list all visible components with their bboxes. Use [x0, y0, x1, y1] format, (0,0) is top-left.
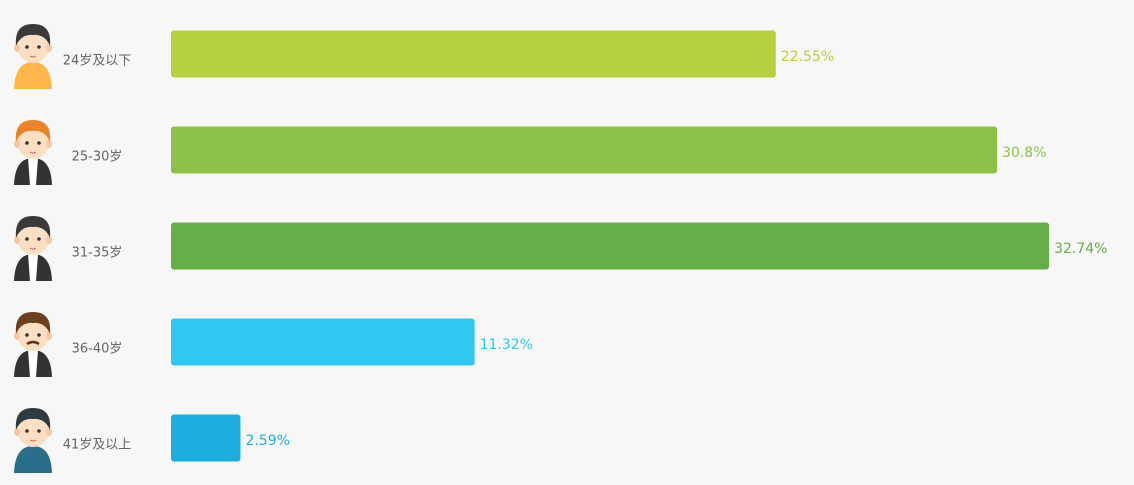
avatar-face: [17, 125, 49, 159]
avatar-eye: [37, 237, 41, 241]
avatar-shirt: [28, 158, 38, 185]
category-label: 24岁及以下: [63, 54, 132, 69]
avatar-body: [14, 62, 52, 89]
avatar: [14, 408, 52, 473]
avatar-ear: [46, 140, 52, 148]
category-label: 31-35岁: [72, 246, 123, 261]
avatar-hair: [15, 24, 51, 46]
avatar-eye: [37, 141, 41, 145]
avatar-eye: [37, 333, 41, 337]
category-label: 41岁及以上: [63, 438, 132, 453]
avatar-ear: [14, 332, 20, 340]
avatar-mouth: [29, 55, 37, 58]
avatar-body: [14, 446, 52, 473]
avatar-hair: [15, 408, 51, 430]
value-label: 11.32%: [480, 337, 533, 353]
avatar-ear: [14, 236, 20, 244]
avatar-hair: [15, 312, 51, 334]
avatar-eye: [37, 429, 41, 433]
avatar-ear: [46, 428, 52, 436]
avatar: [14, 120, 52, 185]
avatar-ear: [46, 332, 52, 340]
value-label: 32.74%: [1054, 241, 1107, 257]
avatar-face: [17, 221, 49, 255]
avatar-mustache: [26, 340, 40, 346]
avatar-ear: [14, 140, 20, 148]
avatar-face: [17, 413, 49, 447]
avatar: [14, 24, 52, 89]
avatar-mouth: [29, 439, 37, 442]
value-label: 22.55%: [781, 49, 834, 65]
bar: [171, 126, 998, 174]
avatar-face: [17, 29, 49, 63]
avatar-eye: [25, 429, 29, 433]
avatar-ear: [46, 44, 52, 52]
avatar: [14, 312, 52, 377]
avatar-face: [17, 317, 49, 351]
category-label: 25-30岁: [72, 150, 123, 165]
bar: [171, 30, 776, 78]
avatar-hair: [15, 120, 51, 142]
bar: [171, 318, 475, 366]
avatar-ear: [46, 236, 52, 244]
avatar-eye: [25, 141, 29, 145]
avatar-ear: [14, 428, 20, 436]
avatar-hair: [15, 216, 51, 238]
avatar-shirt: [28, 350, 38, 377]
avatar-eye: [37, 45, 41, 49]
value-label: 2.59%: [245, 433, 289, 449]
avatar-mouth: [29, 151, 37, 154]
avatar-ear: [14, 44, 20, 52]
avatar-eye: [25, 333, 29, 337]
bar: [171, 222, 1050, 270]
avatar-mouth: [29, 247, 37, 250]
value-label: 30.8%: [1002, 145, 1046, 161]
avatar: [14, 216, 52, 281]
bar: [171, 414, 241, 462]
category-label: 36-40岁: [72, 342, 123, 357]
avatar-eye: [25, 45, 29, 49]
avatar-eye: [25, 237, 29, 241]
avatar-shirt: [28, 254, 38, 281]
